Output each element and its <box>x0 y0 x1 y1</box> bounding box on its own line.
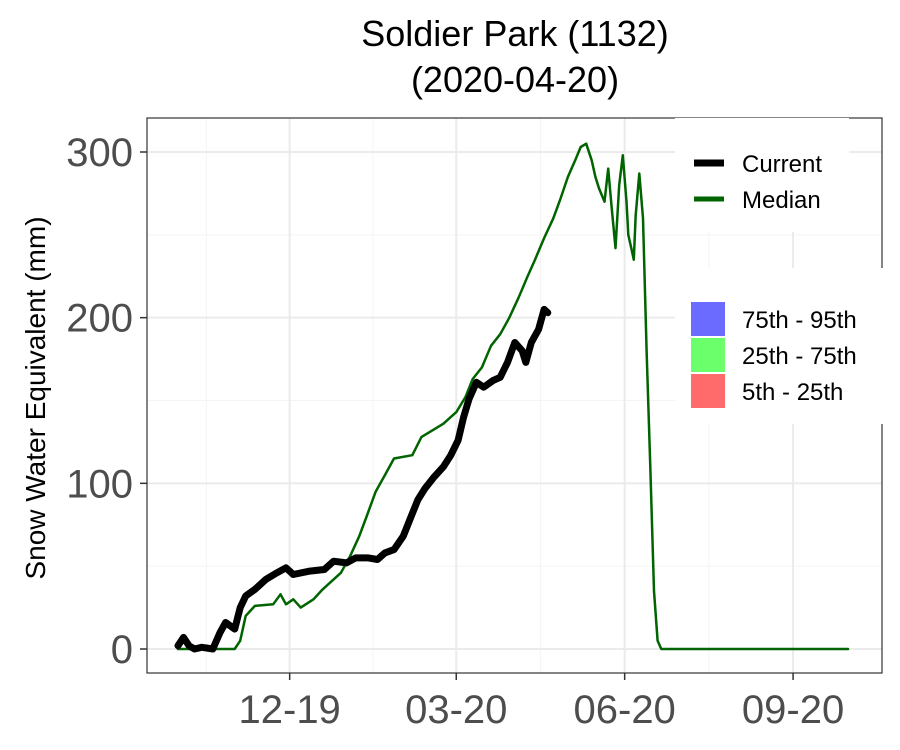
y-tick-label: 300 <box>66 131 133 175</box>
series-line-median <box>176 142 850 651</box>
legend-label-75-95: 75th - 95th <box>742 307 857 334</box>
legend-lines-background <box>675 118 849 232</box>
series-line-current <box>174 305 552 653</box>
y-tick-label: 100 <box>66 462 133 506</box>
x-tick-label: 09-20 <box>742 688 844 732</box>
chart-subtitle: (2020-04-20) <box>410 59 620 100</box>
minor-gridlines <box>147 118 882 673</box>
y-tick-label: 0 <box>111 628 133 672</box>
legend-label-median: Median <box>742 187 821 214</box>
x-axis: 12-19 03-20 06-20 09-20 <box>239 673 844 732</box>
x-tick-label: 06-20 <box>574 688 676 732</box>
chart-title: Soldier Park (1132) <box>361 13 669 54</box>
legend-swatch-5-25 <box>691 374 725 408</box>
legend-label-5-25: 5th - 25th <box>742 379 843 406</box>
y-tick-label: 200 <box>66 297 133 341</box>
legend-label-25-75: 25th - 75th <box>742 343 857 370</box>
series-layer <box>174 142 850 653</box>
x-tick-label: 12-19 <box>239 688 341 732</box>
legend-bands: 75th - 95th 25th - 75th 5th - 25th <box>675 268 884 424</box>
legend-label-current: Current <box>742 151 822 178</box>
legend-swatch-25-75 <box>691 338 725 372</box>
legend-swatch-75-95 <box>691 302 725 336</box>
y-axis: 0 100 200 300 <box>66 131 147 672</box>
legend-lines: Current Median <box>675 118 849 232</box>
x-tick-label: 03-20 <box>405 688 507 732</box>
